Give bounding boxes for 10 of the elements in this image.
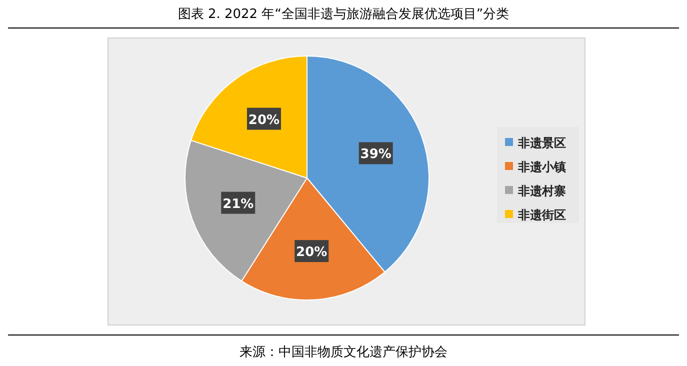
legend-label: 非遗村寨 [517,184,566,198]
legend-label: 非遗街区 [517,208,566,222]
legend-label: 非遗小镇 [517,160,566,174]
legend-label: 非遗景区 [517,136,566,150]
chart-title: 图表 2. 2022 年“全国非遗与旅游融合发展优选项目”分类 [178,7,510,22]
source-note: 来源：中国非物质文化遗产保护协会 [240,345,448,360]
data-label: 20% [248,112,280,128]
data-label: 21% [222,196,254,212]
data-label: 39% [360,147,392,162]
data-label: 20% [296,245,328,260]
